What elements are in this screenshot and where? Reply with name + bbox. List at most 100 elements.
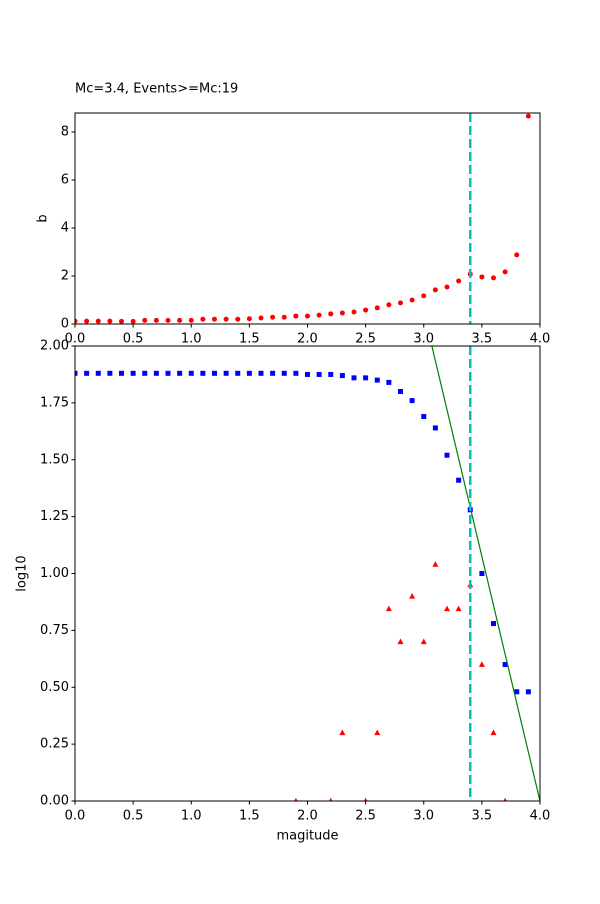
point <box>223 316 229 322</box>
x-tick-label: 2.0 <box>297 809 318 824</box>
point <box>421 414 427 420</box>
y-tick-label: 1.50 <box>40 452 69 467</box>
point <box>235 370 241 376</box>
point <box>374 729 381 736</box>
point <box>397 638 404 645</box>
point <box>130 370 136 376</box>
plot-area <box>75 113 540 324</box>
point <box>188 370 194 376</box>
x-tick-label: 3.5 <box>472 332 493 347</box>
point <box>432 287 438 293</box>
axes: 0.0 0.5 1.0 1.5 2.0 2.5 3.0 3.5 4.0 0.00 0.25 0.50 0… <box>15 339 551 844</box>
point <box>363 797 368 801</box>
point <box>153 370 159 376</box>
x-tick-label: 1.5 <box>239 332 260 347</box>
point <box>258 315 264 321</box>
point <box>258 370 264 376</box>
point <box>75 318 78 324</box>
y-axis-label: b <box>36 214 51 222</box>
point <box>212 370 217 376</box>
point <box>478 661 485 667</box>
point <box>95 318 101 324</box>
x-tick-label: 0.5 <box>123 809 144 824</box>
point <box>409 398 415 404</box>
y-tick-label: 0.25 <box>40 737 69 752</box>
point <box>153 317 159 323</box>
point <box>177 370 183 376</box>
point <box>339 373 345 379</box>
y-tick-label: 1.75 <box>40 395 69 410</box>
axes: 0.0 0.5 1.0 1.5 2.0 2.5 3.0 3.5 4.0 0 2 4 6 8 Mc=3.4, … <box>36 82 551 347</box>
point <box>363 307 369 313</box>
point <box>223 370 229 376</box>
point <box>386 302 392 308</box>
y-tick-label: 4 <box>61 220 69 235</box>
point <box>212 316 217 322</box>
point <box>281 314 287 320</box>
point <box>246 316 252 322</box>
x-tick-label: 4.0 <box>530 809 551 824</box>
point <box>525 689 531 695</box>
y-tick-label: 0.75 <box>40 623 69 638</box>
point <box>444 605 450 612</box>
point <box>246 370 252 376</box>
point <box>165 317 171 323</box>
point <box>200 370 206 376</box>
y-tick-label: 6 <box>61 172 69 187</box>
x-axis-label: magitude <box>276 829 338 844</box>
point <box>398 389 403 394</box>
point <box>351 309 357 315</box>
point <box>142 370 148 376</box>
y-tick-label: 1.25 <box>40 509 69 524</box>
x-tick-label: 1.5 <box>239 809 260 824</box>
point <box>490 729 497 736</box>
x-tick-label: 1.0 <box>181 332 202 347</box>
point <box>339 729 346 736</box>
point <box>386 379 392 385</box>
chart-title: Mc=3.4, Events>=Mc:19 <box>75 82 238 97</box>
x-tick-label: 4.0 <box>530 332 551 347</box>
point <box>514 252 520 258</box>
plot <box>75 113 531 324</box>
x-tick-label: 0.0 <box>65 332 86 347</box>
point <box>95 370 101 376</box>
point <box>200 316 206 322</box>
point <box>130 318 136 324</box>
point <box>165 370 171 376</box>
y-tick-label: 1.00 <box>40 566 69 581</box>
plot-area <box>75 346 540 801</box>
point <box>84 370 90 376</box>
point <box>328 371 334 377</box>
y-tick-label: 0.50 <box>40 680 69 695</box>
point <box>502 662 508 667</box>
point <box>84 318 90 324</box>
x-tick-label: 0.5 <box>123 332 144 347</box>
point <box>525 113 531 119</box>
point <box>305 313 310 319</box>
point <box>444 452 450 458</box>
point <box>502 269 508 275</box>
x-tick-label: 0.0 <box>65 809 86 824</box>
point <box>432 425 438 431</box>
point <box>305 371 310 377</box>
point <box>456 278 462 284</box>
x-tick-label: 2.5 <box>355 809 376 824</box>
x-tick-label: 2.5 <box>355 332 376 347</box>
point <box>444 284 450 290</box>
x-tick-label: 1.0 <box>181 809 202 824</box>
point <box>409 593 416 599</box>
point <box>456 477 462 483</box>
point <box>281 370 287 376</box>
fit-line <box>431 346 540 801</box>
point <box>270 370 276 376</box>
point <box>363 375 369 381</box>
point <box>374 377 380 383</box>
point <box>491 275 496 281</box>
y-tick-label: 8 <box>61 124 69 139</box>
point <box>420 638 427 645</box>
point <box>329 797 333 801</box>
point <box>142 317 148 323</box>
point <box>107 318 113 324</box>
point <box>119 318 124 324</box>
